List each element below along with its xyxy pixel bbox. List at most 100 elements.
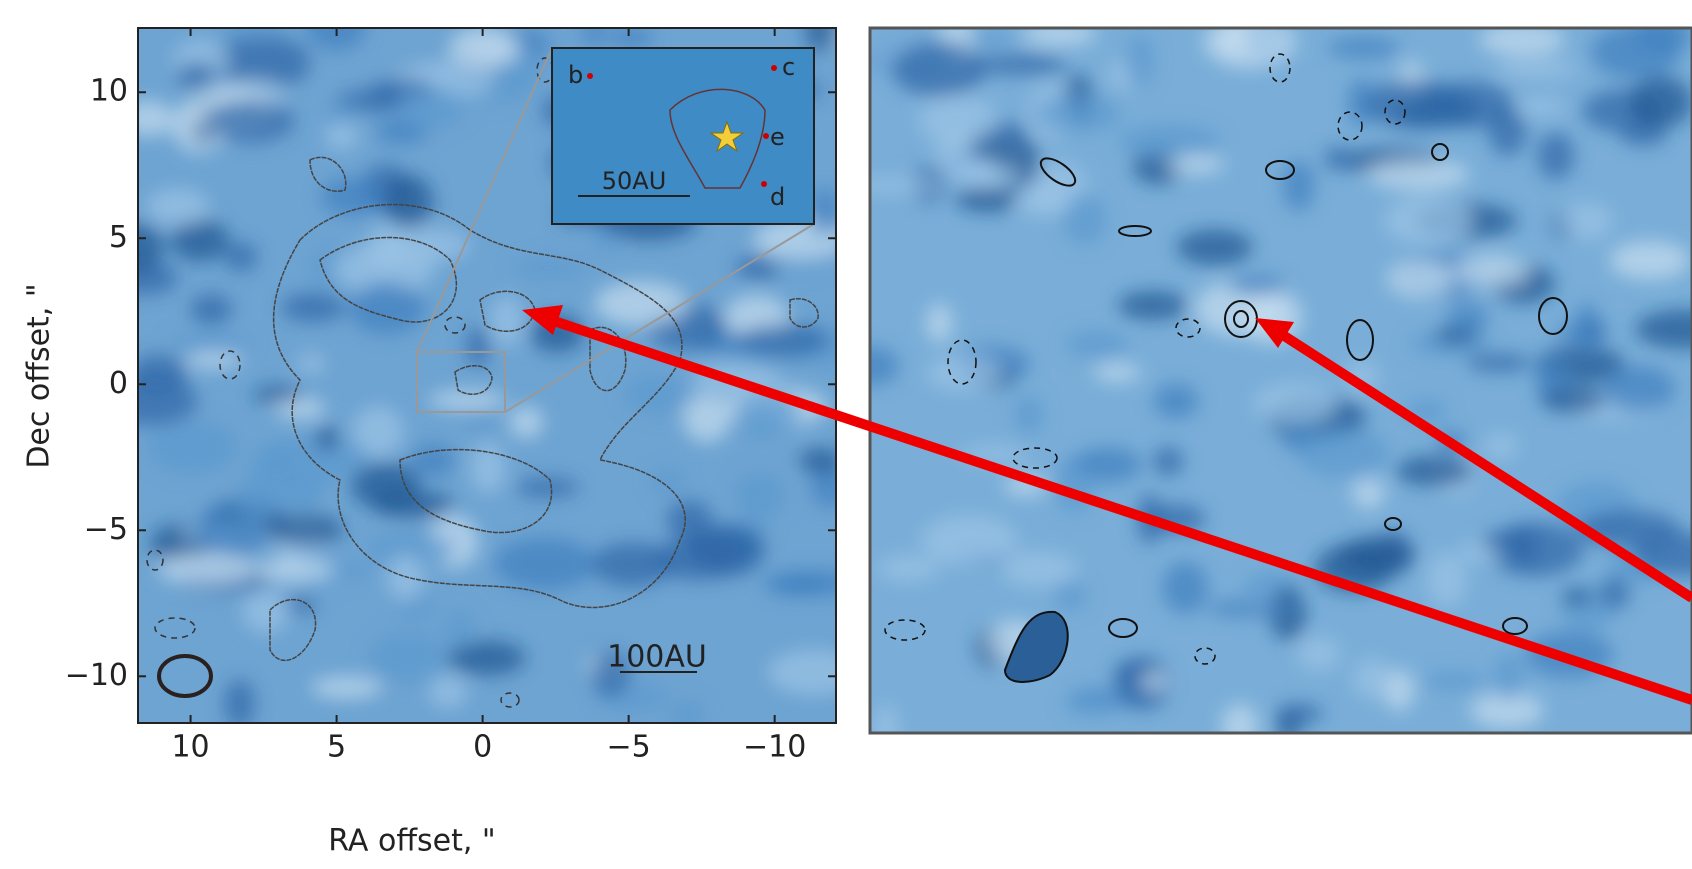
texture [176, 61, 215, 89]
texture [326, 102, 359, 125]
texture [1422, 671, 1485, 691]
texture [395, 87, 465, 129]
y-tick-label: 10 [90, 74, 128, 109]
texture [146, 188, 210, 225]
x-axis-label: RA offset, " [328, 824, 495, 859]
texture [683, 394, 731, 442]
texture [1253, 383, 1338, 425]
texture [268, 514, 343, 546]
texture [957, 166, 1020, 188]
texture [919, 96, 998, 146]
texture [610, 27, 654, 48]
texture [1126, 33, 1155, 87]
texture [263, 445, 297, 473]
texture [428, 390, 506, 410]
texture [353, 406, 404, 456]
texture [1064, 330, 1128, 358]
texture [1035, 95, 1121, 133]
texture [384, 175, 433, 228]
page: {"left_panel": { "x_label": "RA offset, … [0, 0, 1692, 869]
inset-scale-label: 50AU [602, 167, 667, 195]
y-tick-label: −5 [84, 512, 128, 547]
y-tick-label: 5 [109, 220, 128, 255]
texture [872, 705, 898, 753]
texture [1118, 124, 1221, 160]
texture [255, 558, 334, 582]
x-tick-label: 0 [473, 730, 492, 765]
texture [158, 553, 256, 585]
texture [1297, 637, 1341, 671]
texture [123, 100, 173, 136]
texture [1554, 325, 1609, 341]
texture [1454, 255, 1529, 287]
texture [733, 472, 786, 518]
texture [624, 374, 690, 414]
texture [237, 473, 285, 521]
texture [349, 283, 426, 334]
texture [1604, 366, 1675, 413]
x-tick-label: −5 [607, 730, 651, 765]
texture [1153, 446, 1184, 476]
texture [1339, 536, 1415, 575]
texture [1118, 291, 1188, 320]
texture [368, 632, 447, 683]
texture [410, 444, 454, 478]
texture [311, 677, 383, 699]
texture [509, 406, 543, 438]
texture [1384, 196, 1472, 244]
texture [281, 293, 346, 322]
texture [737, 324, 830, 358]
x-tick-label: 5 [327, 730, 346, 765]
texture [1427, 552, 1467, 607]
texture [1327, 37, 1400, 59]
texture [1352, 479, 1385, 509]
texture [1368, 159, 1470, 190]
texture [1013, 394, 1044, 436]
texture [847, 177, 944, 193]
right-map [846, 10, 1692, 753]
texture [1053, 581, 1088, 611]
texture [466, 326, 490, 367]
planet-label: d [770, 183, 785, 211]
texture [1140, 673, 1169, 690]
texture [1396, 456, 1474, 486]
texture [1277, 703, 1324, 723]
texture [594, 281, 688, 326]
texture [1493, 652, 1524, 700]
x-tick-label: −10 [743, 730, 806, 765]
texture [1447, 303, 1489, 332]
texture [443, 612, 476, 648]
texture [205, 99, 294, 142]
texture [767, 649, 860, 695]
texture [1222, 704, 1258, 748]
texture [1064, 694, 1123, 717]
texture [429, 676, 468, 709]
texture [846, 347, 900, 386]
texture [315, 426, 339, 451]
texture [1561, 588, 1592, 605]
texture [973, 54, 1067, 75]
texture [296, 353, 325, 374]
texture [387, 554, 425, 602]
texture [1480, 533, 1526, 549]
texture [470, 441, 506, 493]
y-axis-label: Dec offset, " [22, 283, 57, 468]
texture [494, 538, 595, 590]
y-tick-label: 0 [109, 366, 128, 401]
y-tick-label: −10 [65, 658, 128, 693]
texture [224, 679, 255, 728]
texture [877, 556, 940, 582]
planet-label: e [770, 123, 785, 151]
texture [806, 11, 838, 52]
texture [190, 294, 232, 326]
texture [1488, 109, 1527, 156]
figure: 100AU b c e d 50AU [0, 0, 1692, 869]
texture [927, 303, 952, 342]
planet-label: b [568, 61, 583, 89]
texture [1323, 147, 1352, 171]
texture [186, 352, 243, 368]
texture [1387, 259, 1453, 297]
texture [1365, 80, 1467, 130]
texture [351, 462, 421, 508]
texture [490, 295, 524, 347]
